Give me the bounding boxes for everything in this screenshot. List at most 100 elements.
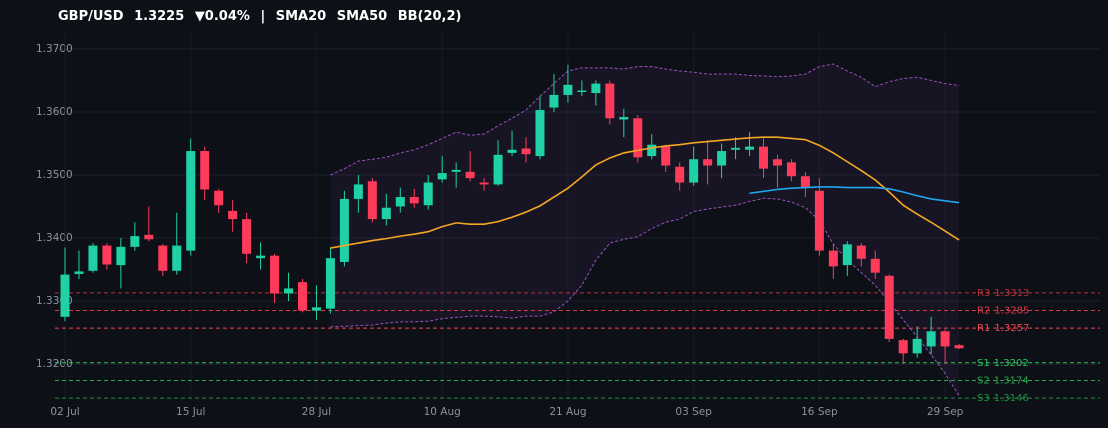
moving-average (330, 136, 960, 249)
level-name: S2 (977, 375, 990, 386)
candle-body (144, 234, 154, 240)
level-value: 1.3313 (994, 288, 1029, 299)
candle-body (535, 110, 545, 157)
candle-body (74, 271, 84, 274)
level-name: R1 (977, 323, 990, 334)
separator: | (260, 9, 265, 24)
x-tick-label: 15 Jul (176, 406, 205, 418)
candle-body (256, 255, 266, 259)
y-tick-label: 1.3200 (36, 358, 73, 370)
level-label: R3 1.3313 (977, 288, 1029, 299)
candle-body (521, 148, 531, 155)
candle-body (228, 210, 238, 220)
x-tick-label: 03 Sep (675, 406, 712, 418)
level-value: 1.3202 (994, 358, 1029, 369)
candle-body (814, 190, 824, 251)
candle-body (591, 83, 601, 94)
x-tick-label: 02 Jul (50, 406, 79, 418)
level-label: S3 1.3146 (977, 393, 1029, 404)
y-tick-label: 1.3600 (36, 106, 73, 118)
level-label: S1 1.3202 (977, 358, 1029, 369)
candle-body (381, 207, 391, 220)
candle-body (270, 255, 280, 294)
candle-body (465, 171, 475, 179)
candle-body (661, 146, 671, 166)
level-value: 1.3146 (994, 393, 1029, 404)
level-value: 1.3257 (994, 323, 1029, 334)
candle-body (172, 245, 182, 271)
candle-body (479, 182, 489, 185)
candle-body (675, 166, 685, 183)
candle-body (940, 331, 950, 347)
candle-body (339, 198, 349, 262)
level-name: S1 (977, 358, 990, 369)
candle-body (493, 154, 503, 185)
candle-body (130, 236, 140, 247)
candle-body (60, 274, 70, 317)
x-tick-label: 29 Sep (927, 406, 964, 418)
y-tick-label: 1.3500 (36, 169, 73, 181)
candle-body (367, 181, 377, 220)
level-name: R2 (977, 305, 990, 316)
candle-body (954, 345, 964, 349)
last-price: 1.3225 (134, 9, 184, 24)
candle-body (842, 244, 852, 266)
candle-body (158, 245, 168, 271)
candle-body (437, 173, 447, 180)
candle-body (353, 184, 363, 199)
candle-body (549, 94, 559, 108)
moving-average (749, 186, 960, 204)
candle-body (88, 245, 98, 271)
level-label: R1 1.3257 (977, 323, 1029, 334)
candle-body (689, 159, 699, 183)
x-tick-label: 10 Aug (424, 406, 461, 418)
candle-body (409, 197, 419, 204)
candle-body (186, 151, 196, 251)
candle-body (325, 258, 335, 309)
candle-body (633, 118, 643, 158)
candle-body (786, 162, 796, 177)
candle-body (898, 340, 908, 354)
chart-title: GBP/USD 1.3225 ▼0.04% | SMA20 SMA50 BB(2… (58, 9, 461, 24)
bollinger-band-area (330, 64, 960, 396)
candle-body (423, 182, 433, 206)
candle-body (772, 159, 782, 166)
level-value: 1.3174 (994, 375, 1029, 386)
bollinger-lower (330, 197, 960, 396)
symbol: GBP/USD (58, 9, 124, 24)
candle-body (870, 258, 880, 273)
candle-body (297, 282, 307, 311)
candle-body (828, 250, 838, 267)
candle-body (200, 151, 210, 190)
candle-body (311, 307, 321, 311)
candle-body (856, 245, 866, 259)
legend-sma50: SMA50 (337, 9, 387, 24)
candle-body (703, 159, 713, 166)
level-value: 1.3285 (994, 305, 1029, 316)
level-label: R2 1.3285 (977, 305, 1029, 316)
candle-body (242, 219, 252, 254)
candle-body (102, 245, 112, 265)
candle-body (745, 146, 755, 150)
candle-body (800, 176, 810, 188)
candle-body (605, 83, 615, 119)
candle-body (926, 331, 936, 347)
candle-body (116, 246, 126, 266)
candle-body (507, 149, 517, 153)
candle-body (647, 144, 657, 157)
candle-body (577, 90, 587, 93)
candle-body (214, 190, 224, 206)
legend-sma20: SMA20 (276, 9, 326, 24)
bollinger-upper (330, 63, 960, 176)
x-tick-label: 21 Aug (549, 406, 586, 418)
level-name: S3 (977, 393, 990, 404)
x-tick-label: 28 Jul (302, 406, 331, 418)
legend-bb: BB(20,2) (398, 9, 462, 24)
candle-body (619, 116, 629, 120)
candle-body (884, 275, 894, 339)
y-tick-label: 1.3700 (36, 43, 73, 55)
y-tick-label: 1.3400 (36, 232, 73, 244)
candle-body (451, 169, 461, 172)
